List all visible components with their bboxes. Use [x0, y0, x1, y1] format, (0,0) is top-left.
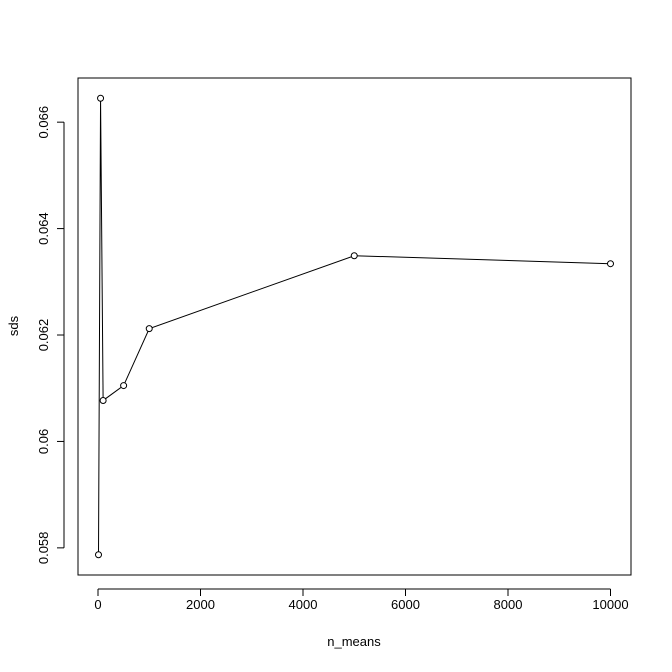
point: [145, 325, 153, 333]
point: [95, 551, 103, 559]
y-tick-label: 0.06: [36, 429, 51, 454]
y-tick-label: 0.064: [36, 212, 51, 245]
plot-box: [77, 77, 632, 576]
x-tick-label: 6000: [391, 597, 420, 612]
x-axis-label: n_means: [327, 634, 381, 649]
point: [99, 396, 107, 404]
point: [120, 382, 128, 390]
y-axis-label: sds: [6, 315, 21, 336]
x-tick-label: 4000: [289, 597, 318, 612]
y-tick-label: 0.058: [36, 532, 51, 565]
y-tick-label: 0.062: [36, 319, 51, 352]
point: [97, 94, 105, 102]
y-tick-label: 0.066: [36, 106, 51, 139]
point: [350, 252, 358, 260]
x-tick-label: 10000: [592, 597, 628, 612]
x-tick-label: 0: [94, 597, 101, 612]
line: [98, 98, 611, 555]
point: [606, 260, 614, 268]
x-tick-label: 8000: [494, 597, 523, 612]
x-tick-label: 2000: [186, 597, 215, 612]
